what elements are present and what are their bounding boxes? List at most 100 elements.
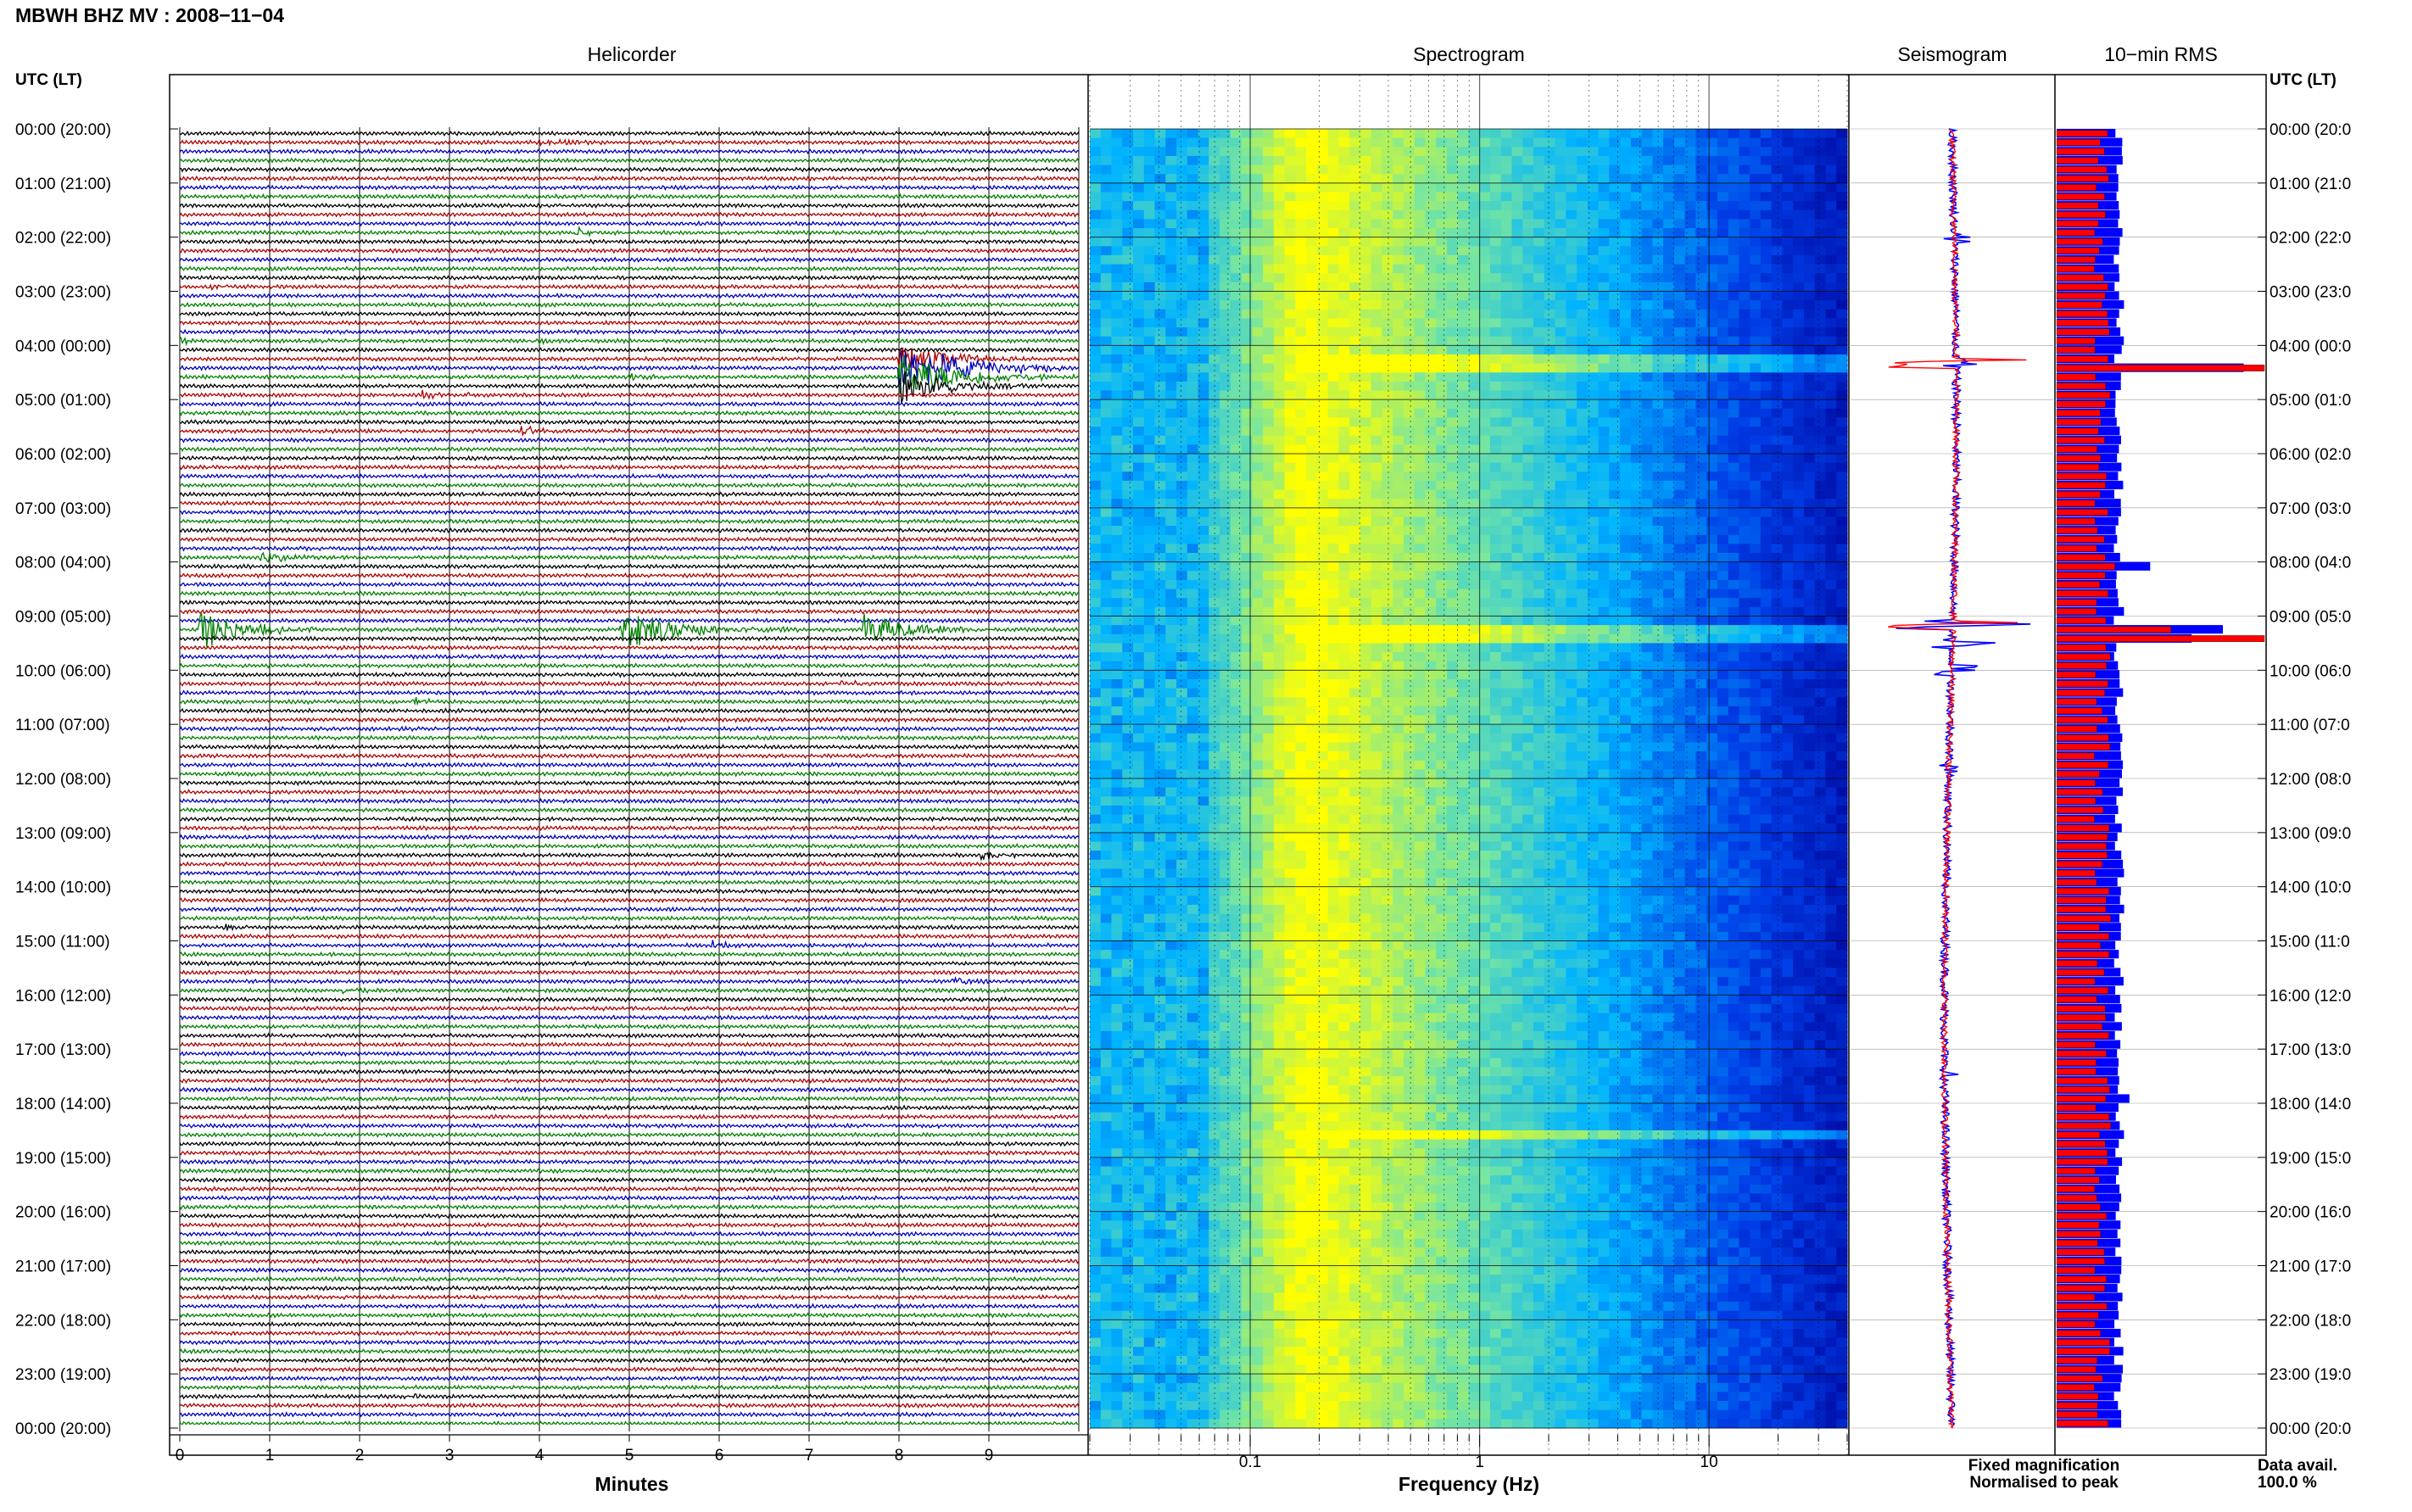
spectrogram-cell — [1772, 210, 1783, 220]
spectrogram-cell — [1165, 210, 1176, 220]
spectrogram-cell — [1695, 427, 1706, 436]
spectrogram-cell — [1652, 138, 1663, 148]
spectrogram-cell — [1555, 436, 1566, 445]
spectrogram-cell — [1772, 634, 1783, 644]
spectrogram-cell — [1804, 562, 1815, 572]
spectrogram-cell — [1826, 129, 1837, 138]
spectrogram-cell — [1165, 337, 1176, 346]
spectrogram-cell — [1761, 310, 1772, 319]
spectrogram-cell — [1360, 210, 1371, 220]
spectrogram-cell — [1133, 138, 1144, 148]
spectrogram-cell — [1501, 508, 1512, 517]
spectrogram-cell — [1090, 228, 1101, 237]
spectrogram-cell — [1338, 679, 1349, 689]
spectrogram-cell — [1263, 661, 1274, 671]
spectrogram-cell — [1133, 508, 1144, 517]
spectrogram-cell — [1695, 292, 1706, 301]
spectrogram-cell — [1176, 508, 1187, 517]
spectrogram-cell — [1263, 417, 1274, 427]
spectrogram-cell — [1469, 625, 1480, 634]
spectrogram-cell — [1415, 652, 1426, 661]
spectrogram-cell — [1577, 255, 1588, 265]
spectrogram-cell — [1295, 228, 1306, 237]
spectrogram-cell — [1663, 553, 1674, 562]
spectrogram-cell — [1663, 345, 1674, 354]
spectrogram-cell — [1415, 219, 1426, 228]
spectrogram-cell — [1090, 697, 1101, 706]
spectrogram-cell — [1631, 147, 1642, 156]
spectrogram-cell — [1479, 327, 1490, 337]
spectrogram-cell — [1101, 724, 1112, 734]
spectrogram-cell — [1695, 607, 1706, 617]
spectrogram-cell — [1295, 219, 1306, 228]
spectrogram-cell — [1371, 508, 1382, 517]
spectrogram-cell — [1566, 562, 1577, 572]
spectrogram-cell — [1447, 499, 1458, 508]
spectrogram-cell — [1263, 716, 1274, 725]
spectrogram-cell — [1317, 508, 1328, 517]
spectrogram-cell — [1609, 165, 1620, 175]
spectrogram-cell — [1112, 652, 1123, 661]
spectrogram-cell — [1642, 246, 1653, 255]
left-time-tick-label: 02:00 (22:00) — [15, 230, 111, 248]
spectrogram-cell — [1155, 716, 1166, 725]
spectrogram-cell — [1415, 689, 1426, 698]
spectrogram-cell — [1695, 571, 1706, 580]
spectrogram-cell — [1642, 661, 1653, 671]
spectrogram-cell — [1533, 589, 1544, 599]
spectrogram-cell — [1220, 706, 1231, 716]
spectrogram-cell — [1836, 409, 1847, 418]
spectrogram-cell — [1090, 471, 1101, 481]
spectrogram-cell — [1404, 689, 1415, 698]
right-time-tick-label: 08:00 (04:0 — [2270, 555, 2351, 572]
spectrogram-cell — [1728, 571, 1739, 580]
spectrogram-cell — [1349, 607, 1360, 617]
spectrogram-cell — [1436, 689, 1447, 698]
spectrogram-cell — [1804, 544, 1815, 553]
spectrogram-cell — [1717, 391, 1728, 400]
spectrogram-cell — [1242, 399, 1253, 409]
spectrogram-cell — [1382, 436, 1393, 445]
spectrogram-cell — [1404, 706, 1415, 716]
spectrogram-cell — [1717, 345, 1728, 354]
spectrogram-cell — [1306, 598, 1317, 607]
spectrogram-cell — [1555, 508, 1566, 517]
spectrogram-cell — [1620, 544, 1631, 553]
spectrogram-cell — [1242, 454, 1253, 463]
spectrogram-cell — [1220, 689, 1231, 698]
spectrogram-cell — [1490, 463, 1501, 472]
spectrogram-cell — [1176, 246, 1187, 255]
spectrogram-cell — [1706, 300, 1717, 310]
spectrogram-cell — [1274, 562, 1285, 572]
spectrogram-cell — [1479, 679, 1490, 689]
spectrogram-cell — [1750, 617, 1761, 626]
spectrogram-cell — [1642, 399, 1653, 409]
spectrogram-cell — [1393, 129, 1404, 138]
spectrogram-cell — [1490, 265, 1501, 274]
spectrogram-cell — [1447, 526, 1458, 535]
spectrogram-cell — [1338, 192, 1349, 202]
spectrogram-cell — [1242, 427, 1253, 436]
spectrogram-cell — [1447, 697, 1458, 706]
spectrogram-cell — [1620, 273, 1631, 282]
spectrogram-cell — [1836, 625, 1847, 634]
spectrogram-cell — [1144, 255, 1155, 265]
spectrogram-cell — [1393, 192, 1404, 202]
spectrogram-cell — [1458, 192, 1469, 202]
spectrogram-cell — [1577, 183, 1588, 192]
spectrogram-cell — [1458, 210, 1469, 220]
spectrogram-cell — [1295, 643, 1306, 652]
spectrogram-cell — [1609, 364, 1620, 373]
spectrogram-cell — [1479, 526, 1490, 535]
spectrogram-cell — [1695, 417, 1706, 427]
spectrogram-cell — [1133, 661, 1144, 671]
spectrogram-cell — [1783, 436, 1794, 445]
spectrogram-cell — [1663, 237, 1674, 247]
spectrogram-cell — [1285, 147, 1296, 156]
spectrogram-cell — [1739, 553, 1750, 562]
spectrogram-cell — [1772, 526, 1783, 535]
spectrogram-cell — [1706, 337, 1717, 346]
spectrogram-cell — [1101, 436, 1112, 445]
spectrogram-cell — [1144, 553, 1155, 562]
spectrogram-cell — [1112, 535, 1123, 544]
